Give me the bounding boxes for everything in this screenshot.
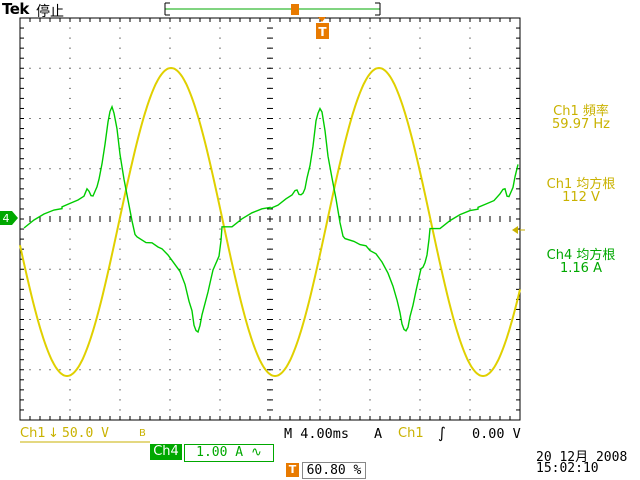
timebase[interactable]: M 4.00ms <box>284 426 350 442</box>
trigger-source[interactable]: Ch1 <box>398 426 424 441</box>
ch4-ground-marker[interactable]: 4 <box>0 211 18 225</box>
record-view-bar <box>164 2 381 16</box>
ch1-bandwidth-icon: B <box>139 428 146 439</box>
trigger-position-percent[interactable]: 60.80 % <box>302 462 366 479</box>
measurement-2-value: 112 V <box>562 190 600 205</box>
ch1-waveform <box>19 66 521 378</box>
ch1-scale[interactable]: 50.0 V <box>62 426 109 441</box>
record-trigger-marker <box>291 4 299 15</box>
time: 15:02:10 <box>536 461 599 476</box>
ch4-label[interactable]: Ch4 <box>150 444 182 460</box>
measurement-3-value: 1.16 A <box>560 261 602 276</box>
trigger-level[interactable]: 0.00 V <box>472 426 521 442</box>
trigger-position-icon: T <box>286 463 299 477</box>
trigger-level-marker[interactable] <box>512 226 518 234</box>
brand-logo: Tek <box>2 0 29 18</box>
trigger-mode[interactable]: A <box>374 426 383 442</box>
measurement-3-title[interactable]: Ch4 均方根 <box>546 248 616 263</box>
ch4-marker-label: 4 <box>3 212 10 225</box>
ch1-label[interactable]: Ch1 <box>20 426 46 441</box>
ch4-waveform <box>23 104 519 334</box>
ac-coupling-icon: ∿ <box>250 445 262 460</box>
measurement-1-value: 59.97 Hz <box>552 117 610 132</box>
trigger-marker-label: T <box>318 25 327 39</box>
acquisition-status: 停止 <box>36 4 64 20</box>
measurement-1-title[interactable]: Ch1 頻率 <box>553 104 609 119</box>
ch1-coupling-icon: ↓ <box>48 426 59 441</box>
ch4-scale: 1.00 A <box>196 445 244 460</box>
date: 20 12月 2008 <box>536 450 628 465</box>
trigger-slope-rising-icon: ∫ <box>438 424 446 442</box>
measurement-2-title[interactable]: Ch1 均方根 <box>546 177 616 192</box>
ch4-scale-box[interactable]: 1.00 A ∿ <box>184 444 274 462</box>
trigger-position-marker[interactable]: T <box>316 17 329 39</box>
graticule-axes <box>19 17 521 421</box>
